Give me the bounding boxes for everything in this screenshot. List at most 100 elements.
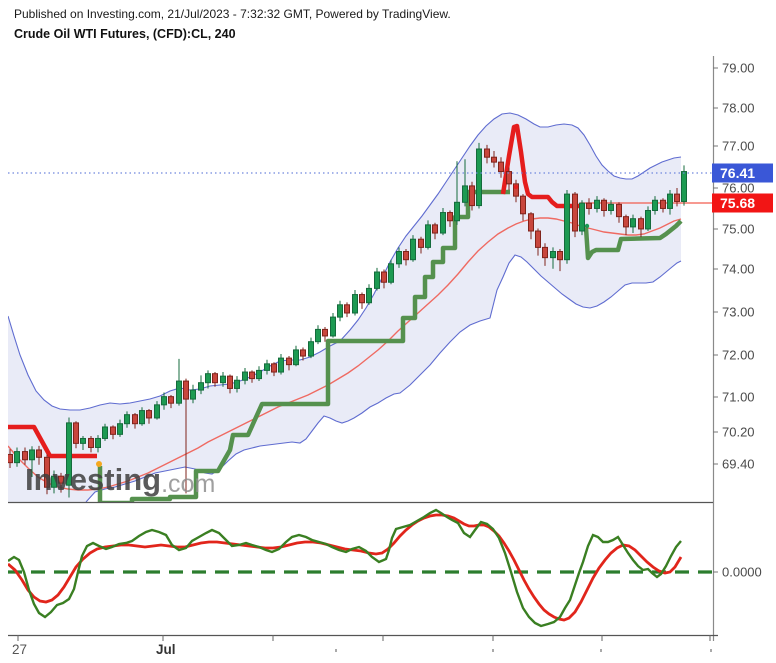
sell-signal-dot — [513, 184, 519, 190]
candle — [205, 370, 211, 389]
candle — [667, 190, 673, 215]
candle-body-up — [124, 414, 130, 425]
candle-body-up — [139, 410, 145, 425]
candle-body-up — [579, 202, 585, 232]
candle-body-down — [381, 271, 387, 283]
candle-body-down — [110, 426, 116, 435]
candle-body-down — [344, 304, 350, 314]
candle-body-up — [308, 341, 314, 357]
candle-body-down — [168, 396, 174, 404]
candle — [359, 292, 365, 309]
candle — [616, 202, 622, 223]
price-tick-label: 69.40 — [722, 457, 755, 472]
oscillator-signal-line — [8, 513, 683, 622]
candle — [586, 198, 592, 215]
candle-body-down — [498, 161, 504, 173]
candle — [506, 167, 512, 190]
candle-body-up — [652, 199, 658, 211]
candle-body-up — [410, 238, 416, 261]
candle-body-up — [198, 382, 204, 391]
candle — [579, 200, 585, 236]
candle-body-up — [205, 373, 211, 384]
candle — [95, 435, 101, 453]
candle-body-up — [102, 426, 108, 439]
price-tick-label: 70.20 — [722, 425, 755, 440]
candle-body-up — [476, 148, 482, 207]
candle — [396, 247, 402, 268]
supertrend-down-line — [500, 123, 580, 209]
candle — [462, 159, 468, 207]
candle-body-up — [396, 251, 402, 265]
candle-body-up — [630, 218, 636, 228]
candle — [308, 337, 314, 359]
candle-body-down — [286, 357, 292, 366]
candle-body-up — [440, 212, 446, 234]
candle-body-up — [242, 371, 248, 381]
candle-body-down — [8, 453, 13, 464]
candle — [88, 436, 94, 453]
indicator-value-badge: 75.68 — [712, 193, 773, 213]
supertrend-up-line — [583, 219, 683, 261]
candle — [638, 216, 644, 238]
candle — [550, 247, 556, 269]
candle — [447, 210, 453, 227]
candle-body-up — [667, 193, 673, 209]
last-price-badge: 76.41 — [712, 163, 773, 183]
candle-body-down — [146, 410, 152, 419]
candle-body-up — [190, 389, 196, 400]
candle-body-up — [278, 357, 284, 373]
candle — [528, 212, 534, 240]
candle-body-up — [594, 199, 600, 209]
candle — [198, 375, 204, 395]
candle-body-down — [484, 148, 490, 158]
candle — [498, 157, 504, 178]
candle — [476, 142, 482, 209]
candle — [542, 243, 548, 266]
candle — [381, 269, 387, 289]
candle-body-down — [491, 156, 497, 163]
candle — [564, 190, 570, 264]
candle-body-up — [608, 203, 614, 212]
candle — [264, 359, 270, 375]
candle-body-down — [183, 380, 189, 400]
candle-body-down — [359, 294, 365, 304]
candle-body-down — [432, 224, 438, 234]
candle-body-down — [418, 238, 424, 248]
price-tick-label: 79.00 — [722, 61, 755, 76]
candle-body-up — [462, 185, 468, 203]
candle — [601, 198, 607, 217]
candle-body-up — [220, 375, 226, 384]
time-axis: 27 Jul — [12, 635, 712, 657]
candle-body-up — [425, 224, 431, 248]
candle-body-up — [176, 380, 182, 404]
bollinger-lower-line — [85, 254, 682, 502]
candle — [22, 447, 28, 465]
candle-body-down — [601, 199, 607, 211]
candle-body-up — [256, 369, 262, 380]
candle — [300, 347, 306, 361]
candle-body-up — [366, 287, 372, 304]
candle-body-down — [572, 193, 578, 232]
candle-body-up — [645, 210, 651, 230]
candle — [190, 384, 196, 404]
candle-body-up — [29, 449, 35, 461]
candle-body-down — [616, 203, 622, 218]
time-minor-tick — [600, 649, 602, 652]
candle — [168, 395, 174, 409]
candle — [674, 187, 680, 207]
price-tick-label: 73.00 — [722, 305, 755, 320]
candle — [132, 413, 138, 429]
candle — [513, 179, 519, 203]
candle — [139, 407, 145, 426]
trend-flip-dot — [96, 461, 102, 467]
axes — [8, 56, 718, 641]
candle — [681, 165, 687, 206]
candle — [352, 290, 358, 316]
candle-body-up — [352, 294, 358, 314]
candlestick-series — [8, 142, 687, 498]
candle — [51, 470, 57, 494]
candle-body-up — [95, 437, 101, 448]
candle-body-down — [535, 230, 541, 248]
candle — [286, 356, 292, 371]
